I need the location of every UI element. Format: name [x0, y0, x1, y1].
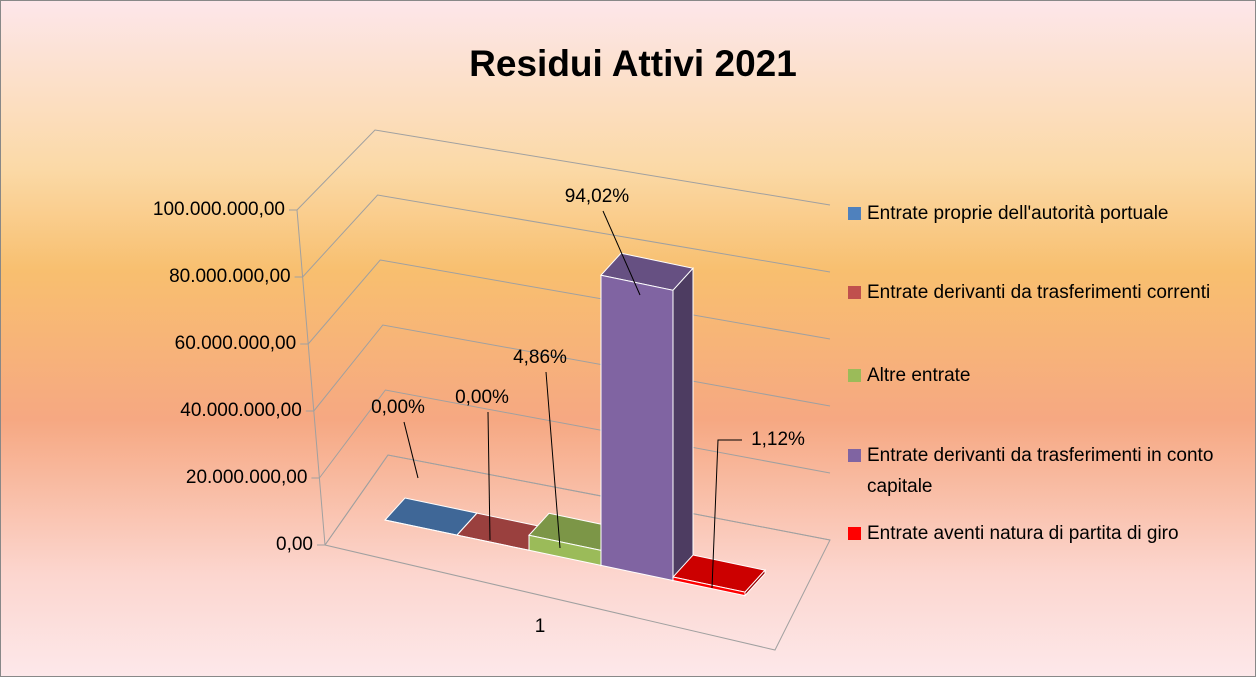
- grid-line: [296, 129, 831, 211]
- chart-title: Residui Attivi 2021: [469, 43, 797, 84]
- bar-face: [672, 267, 694, 582]
- legend-item: Altre entrate: [848, 360, 1238, 391]
- legend-label: Entrate derivanti da trasferimenti in co…: [867, 445, 1214, 497]
- legend-swatch: [848, 449, 861, 462]
- legend-swatch: [848, 369, 861, 382]
- legend-label: Entrate aventi natura di partita di giro: [867, 523, 1179, 544]
- leader-line: [711, 439, 742, 589]
- legend-label: Entrate derivanti da trasferimenti corre…: [867, 282, 1211, 303]
- leader-line: [602, 210, 641, 296]
- y-tick-label: 100.000.000,00: [153, 199, 285, 220]
- data-label: 1,12%: [751, 429, 805, 450]
- leader-line: [545, 371, 561, 549]
- data-label: 0,00%: [455, 387, 509, 408]
- bar-face: [600, 274, 674, 582]
- legend-item: Entrate proprie dell'autorità portuale: [848, 198, 1238, 229]
- y-tick-label: 60.000.000,00: [175, 333, 297, 354]
- leader-line: [403, 421, 419, 479]
- legend-swatch: [848, 207, 861, 220]
- bar-face: [672, 576, 746, 597]
- x-tick-label: 1: [535, 616, 546, 637]
- legend-label: Entrate proprie dell'autorità portuale: [867, 203, 1169, 224]
- legend-swatch: [848, 286, 861, 299]
- leader-line: [487, 411, 491, 541]
- legend-item: Entrate derivanti da trasferimenti in co…: [848, 440, 1238, 502]
- legend-item: Entrate derivanti da trasferimenti corre…: [848, 277, 1238, 308]
- grid-line: [302, 194, 831, 278]
- data-label: 94,02%: [565, 186, 630, 207]
- y-tick-label: 40.000.000,00: [180, 400, 302, 421]
- legend-swatch: [848, 527, 861, 540]
- axis-line: [296, 209, 326, 546]
- bar: [600, 252, 694, 582]
- y-tick-label: 80.000.000,00: [169, 266, 291, 287]
- y-tick-label: 0,00: [276, 534, 313, 555]
- y-tick-label: 20.000.000,00: [186, 467, 308, 488]
- data-label: 0,00%: [371, 397, 425, 418]
- data-label: 4,86%: [513, 347, 567, 368]
- legend-item: Entrate aventi natura di partita di giro: [848, 518, 1238, 549]
- legend-label: Altre entrate: [867, 365, 971, 386]
- bar: [672, 554, 766, 597]
